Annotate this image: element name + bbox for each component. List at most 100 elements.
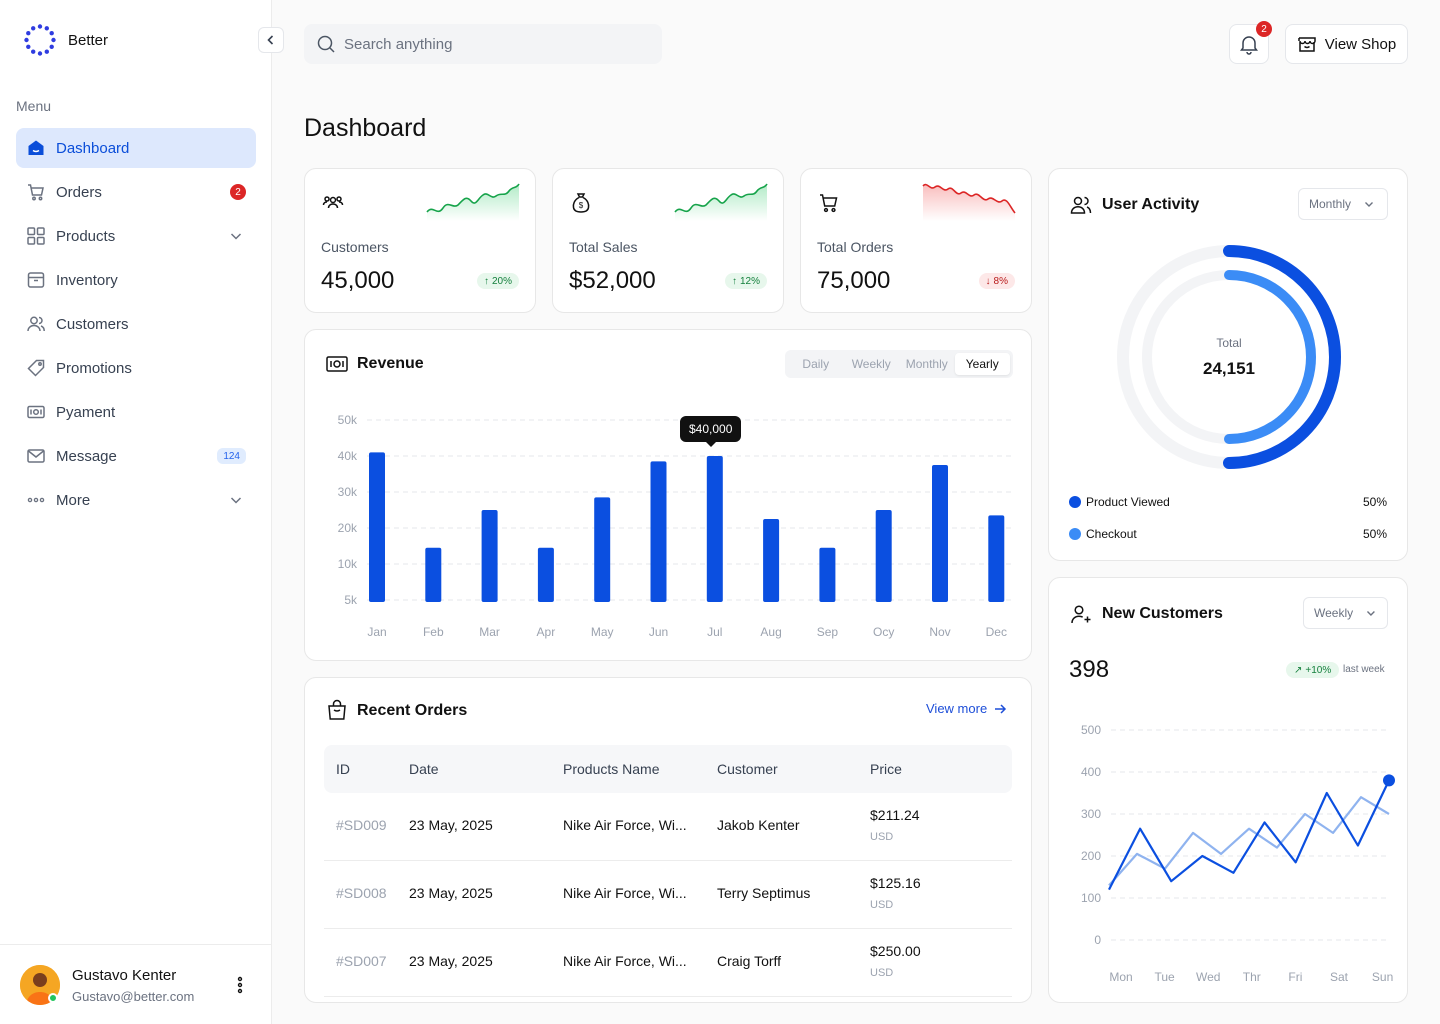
tab-daily[interactable]: Daily bbox=[802, 357, 830, 371]
tab-yearly[interactable]: Yearly bbox=[954, 353, 1010, 375]
dots-icon bbox=[26, 490, 46, 510]
column-date: Date bbox=[409, 761, 439, 777]
revenue-bar bbox=[481, 510, 498, 602]
sparkline-chart bbox=[922, 183, 1016, 221]
order-currency: USD bbox=[870, 899, 894, 911]
revenue-title: Revenue bbox=[357, 355, 424, 372]
x-tick-label: Thr bbox=[1243, 970, 1261, 984]
online-status-dot bbox=[48, 993, 58, 1003]
table-row[interactable]: #SD009 23 May, 2025 Nike Air Force, Wi..… bbox=[324, 793, 1012, 861]
users-icon bbox=[26, 314, 46, 334]
chevron-down-icon bbox=[230, 233, 242, 240]
x-tick-label: Jun bbox=[649, 625, 668, 639]
series-line-last-week bbox=[1108, 796, 1390, 887]
user-activity-title: User Activity bbox=[1102, 196, 1200, 213]
revenue-bar bbox=[369, 452, 385, 602]
x-tick-label: Feb bbox=[423, 625, 444, 639]
revenue-card: Revenue Daily Weekly Monthly Yearly 5k 10… bbox=[304, 329, 1032, 661]
activity-period-select[interactable]: Monthly bbox=[1298, 188, 1388, 220]
grid-icon bbox=[26, 226, 46, 246]
y-tick-label: 200 bbox=[1081, 849, 1101, 863]
view-more-link[interactable]: View more bbox=[926, 701, 1007, 716]
money-icon bbox=[26, 402, 46, 422]
collapse-sidebar-button[interactable] bbox=[258, 27, 284, 53]
order-customer: Jakob Kenter bbox=[717, 817, 800, 833]
table-row[interactable]: #SD007 23 May, 2025 Nike Air Force, Wi..… bbox=[324, 929, 1012, 997]
stat-change-badge: ↑ 12% bbox=[724, 273, 767, 289]
view-shop-button[interactable]: View Shop bbox=[1285, 24, 1408, 64]
customers-period-select[interactable]: Weekly bbox=[1303, 597, 1388, 629]
sidebar-item-payment[interactable]: Pyament bbox=[16, 392, 256, 432]
order-customer: Craig Torff bbox=[717, 953, 782, 969]
y-tick-label: 400 bbox=[1081, 765, 1101, 779]
revenue-bar bbox=[819, 547, 836, 602]
chevron-left-icon bbox=[267, 35, 274, 45]
legend-value: 50% bbox=[1362, 495, 1387, 509]
stat-change-badge: ↓ 8% bbox=[978, 273, 1015, 289]
user-profile[interactable]: Gustavo Kenter Gustavo@better.com bbox=[0, 944, 271, 1024]
sidebar-item-customers[interactable]: Customers bbox=[16, 304, 256, 344]
x-tick-label: Wed bbox=[1196, 970, 1220, 984]
sidebar-item-dashboard[interactable]: Dashboard bbox=[16, 128, 256, 168]
order-price: $125.16 bbox=[870, 875, 921, 891]
sidebar-item-label: Pyament bbox=[56, 403, 116, 421]
users-icon bbox=[322, 196, 344, 209]
search-bar[interactable] bbox=[304, 24, 662, 64]
brand[interactable]: Better bbox=[24, 24, 108, 56]
more-vertical-icon[interactable] bbox=[232, 975, 248, 995]
x-tick-label: Sat bbox=[1330, 970, 1349, 984]
chevron-down-icon bbox=[1367, 611, 1376, 616]
y-tick-label: 100 bbox=[1081, 891, 1101, 905]
stat-label: Total Sales bbox=[569, 239, 638, 255]
y-tick-label: 30k bbox=[338, 485, 358, 499]
tag-icon bbox=[26, 358, 46, 378]
sidebar: Better Menu Dashboard Orders 2 Products … bbox=[0, 0, 272, 1024]
arrow-up-right-icon: ↗ bbox=[1294, 664, 1303, 676]
x-tick-label: Sep bbox=[817, 625, 839, 639]
user-activity-donut-chart: Total 24,151 bbox=[1117, 245, 1341, 469]
sidebar-item-more[interactable]: More bbox=[16, 480, 256, 520]
arrow-up-icon: ↑ bbox=[483, 275, 489, 287]
y-tick-label: 10k bbox=[338, 557, 358, 571]
x-tick-label: Ocy bbox=[873, 625, 894, 639]
legend-label: Checkout bbox=[1086, 527, 1137, 541]
revenue-bar bbox=[763, 519, 780, 602]
order-id: #SD007 bbox=[336, 953, 387, 969]
sidebar-item-label: Customers bbox=[56, 315, 129, 333]
order-product: Nike Air Force, Wi... bbox=[563, 817, 687, 833]
x-tick-label: Nov bbox=[929, 625, 950, 639]
column-product: Products Name bbox=[563, 761, 660, 777]
donut-segment-checkout bbox=[1224, 270, 1316, 444]
sidebar-item-message[interactable]: Message 124 bbox=[16, 436, 256, 476]
sidebar-item-orders[interactable]: Orders 2 bbox=[16, 172, 256, 212]
user-plus-icon bbox=[1071, 605, 1091, 624]
x-tick-label: Mon bbox=[1109, 970, 1132, 984]
sidebar-item-products[interactable]: Products bbox=[16, 216, 256, 256]
sparkline-chart bbox=[674, 183, 768, 221]
view-more-label: View more bbox=[926, 701, 988, 716]
new-customers-card: New Customers Weekly 398 ↗ +10% last wee… bbox=[1048, 577, 1408, 1003]
logo-icon bbox=[24, 24, 56, 56]
stat-value: 75,000 bbox=[817, 267, 891, 294]
stat-label: Total Orders bbox=[817, 239, 894, 255]
tab-monthly[interactable]: Monthly bbox=[905, 357, 948, 371]
cart-icon bbox=[26, 182, 46, 202]
y-tick-label: 20k bbox=[338, 521, 358, 535]
customers-period-value: Weekly bbox=[1314, 606, 1354, 620]
new-customers-value: 398 bbox=[1069, 656, 1110, 683]
notifications-button[interactable]: 2 bbox=[1229, 21, 1272, 64]
tab-weekly[interactable]: Weekly bbox=[851, 357, 891, 371]
message-badge: 124 bbox=[217, 448, 246, 464]
activity-period-value: Monthly bbox=[1309, 197, 1352, 211]
sidebar-item-inventory[interactable]: Inventory bbox=[16, 260, 256, 300]
x-tick-label: Sun bbox=[1372, 970, 1393, 984]
x-tick-label: Jan bbox=[367, 625, 386, 639]
search-input[interactable] bbox=[344, 35, 644, 53]
stat-card-total-sales: $ Total Sales $52,000 ↑ 12% bbox=[552, 168, 784, 313]
user-email: Gustavo@better.com bbox=[72, 989, 195, 1004]
revenue-bar bbox=[537, 547, 554, 602]
sidebar-item-promotions[interactable]: Promotions bbox=[16, 348, 256, 388]
order-product: Nike Air Force, Wi... bbox=[563, 885, 687, 901]
table-row[interactable]: #SD008 23 May, 2025 Nike Air Force, Wi..… bbox=[324, 861, 1012, 929]
order-date: 23 May, 2025 bbox=[409, 885, 493, 901]
